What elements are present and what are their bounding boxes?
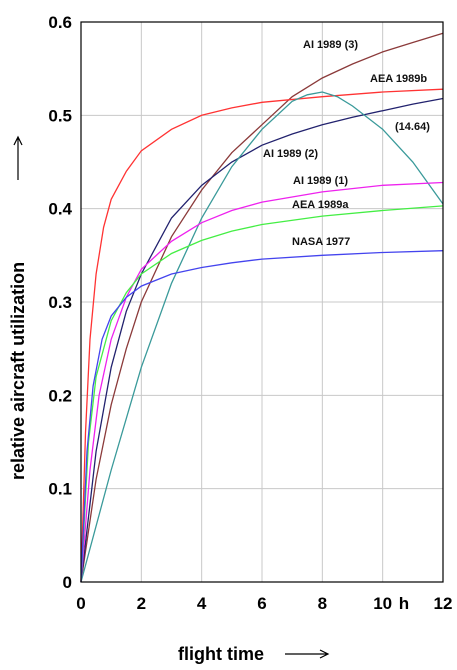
series-label: AI 1989 (1) xyxy=(293,175,348,187)
x-tick-label: 6 xyxy=(257,594,266,613)
series-line xyxy=(80,32,444,583)
x-tick-label: 0 xyxy=(76,594,85,613)
series-label: AEA 1989a xyxy=(292,199,349,211)
series-labels: AI 1989 (3) AEA 1989b AI 1989 (2) (14.64) AI… xyxy=(263,39,430,248)
y-tick-label: 0.2 xyxy=(48,386,72,405)
y-tick-label: 0.4 xyxy=(48,200,72,219)
y-axis-title: relative aircraft utilization xyxy=(8,262,28,480)
series-line xyxy=(80,97,444,583)
x-tick-label: 8 xyxy=(318,594,327,613)
series-line xyxy=(80,88,444,583)
y-tick-label: 0.5 xyxy=(48,106,72,125)
series-label: AI 1989 (2) xyxy=(263,148,318,160)
y-tick-label: 0.6 xyxy=(48,13,72,32)
series-label: NASA 1977 xyxy=(292,236,350,248)
x-axis-title-group: flight time xyxy=(178,644,330,664)
series-line xyxy=(80,205,444,583)
plot-frame xyxy=(80,21,444,583)
series-line xyxy=(80,181,444,583)
x-axis-arrow xyxy=(285,649,330,659)
y-tick-label: 0.3 xyxy=(48,293,72,312)
x-unit-label: h xyxy=(399,594,409,613)
x-tick-label: 10 xyxy=(373,594,392,613)
y-tick-label: 0 xyxy=(63,573,72,592)
series-line xyxy=(80,250,444,583)
grid xyxy=(81,22,443,582)
tick-labels: 0 2 4 6 8 10 12 0 0.1 0.2 0.3 0.4 0.5 0.6 xyxy=(48,13,452,613)
series-label: AI 1989 (3) xyxy=(303,39,358,51)
series-layer xyxy=(80,32,444,583)
x-tick-label: 4 xyxy=(197,594,207,613)
y-axis-title-group: relative aircraft utilization xyxy=(8,135,28,480)
x-tick-label: 12 xyxy=(434,594,453,613)
series-label: AEA 1989b xyxy=(370,73,427,85)
x-axis-title: flight time xyxy=(178,644,264,664)
series-line xyxy=(80,91,444,583)
x-tick-label: 2 xyxy=(137,594,146,613)
y-axis-arrow xyxy=(13,135,23,180)
series-label: (14.64) xyxy=(395,121,430,133)
y-tick-label: 0.1 xyxy=(48,480,72,499)
